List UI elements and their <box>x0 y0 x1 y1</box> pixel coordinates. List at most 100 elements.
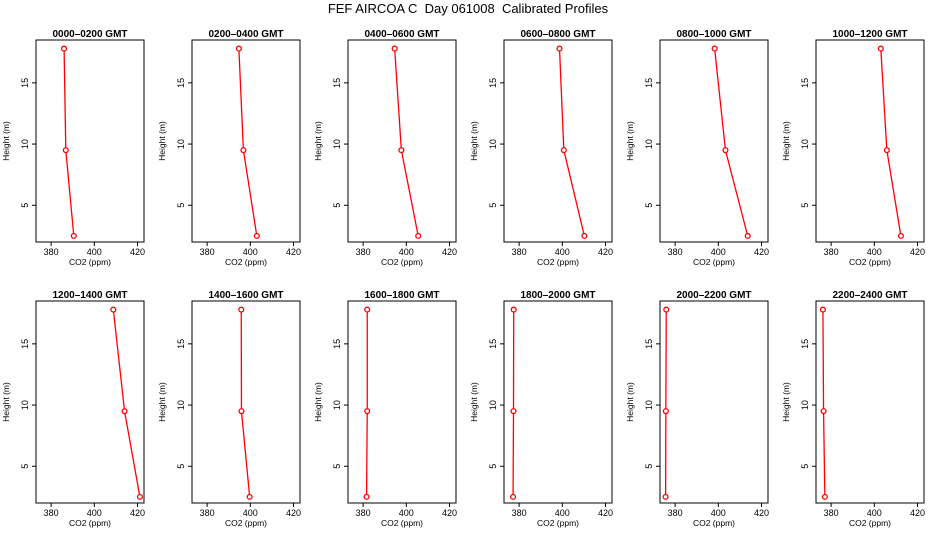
panel-title: 1600–1800 GMT <box>364 290 439 301</box>
x-axis-label: CO2 (ppm) <box>693 518 735 528</box>
y-tick-label: 10 <box>800 400 810 410</box>
y-tick-label: 5 <box>644 203 654 208</box>
profile-panel: 0600–0800 GMT 380 400 420 5 10 15 CO2 (ppm) Heig… <box>469 29 613 267</box>
data-point <box>711 45 718 52</box>
plot-frame <box>659 300 769 504</box>
y-axis-label: Height (m) <box>469 121 479 161</box>
y-tick-label: 15 <box>800 339 810 349</box>
x-tick-label: 400 <box>399 247 414 257</box>
x-axis-label: CO2 (ppm) <box>537 518 579 528</box>
profile-panel: 0000–0200 GMT 380 400 420 5 10 15 CO2 (ppm) Heig… <box>1 29 145 267</box>
y-tick-label: 10 <box>20 139 30 149</box>
y-tick-label: 10 <box>20 400 30 410</box>
y-tick-label: 5 <box>332 203 342 208</box>
x-axis-label: CO2 (ppm) <box>225 257 267 267</box>
data-point <box>238 306 245 313</box>
y-axis-label: Height (m) <box>781 121 791 161</box>
x-axis-label: CO2 (ppm) <box>693 257 735 267</box>
x-tick-label: 420 <box>130 247 145 257</box>
y-tick-label: 5 <box>332 464 342 469</box>
x-axis-label: CO2 (ppm) <box>537 257 579 267</box>
y-axis-label: Height (m) <box>625 121 635 161</box>
panel-title: 1000–1200 GMT <box>832 29 907 40</box>
x-axis-label: CO2 (ppm) <box>381 257 423 267</box>
data-point <box>121 408 128 415</box>
y-axis-label: Height (m) <box>469 382 479 422</box>
data-point <box>819 306 826 313</box>
y-tick-label: 5 <box>488 464 498 469</box>
y-axis-label: Height (m) <box>313 382 323 422</box>
profile-line-segment <box>822 411 826 497</box>
profile-line-segment <box>242 150 258 236</box>
data-point <box>662 493 669 500</box>
y-tick-label: 15 <box>332 339 342 349</box>
data-point <box>136 493 143 500</box>
data-point <box>510 408 517 415</box>
profile-panel: 2000–2200 GMT 380 400 420 5 10 15 CO2 (ppm) Heig… <box>625 290 769 528</box>
y-tick-label: 15 <box>332 78 342 88</box>
data-point <box>510 306 517 313</box>
plot-frame <box>347 39 457 243</box>
data-point <box>415 232 422 239</box>
x-tick-label: 420 <box>910 247 925 257</box>
x-axis-label: CO2 (ppm) <box>69 257 111 267</box>
x-tick-label: 380 <box>356 508 371 518</box>
profile-line-segment <box>724 150 749 237</box>
profile-panel: 1200–1400 GMT 380 400 420 5 10 15 CO2 (ppm) Heig… <box>1 290 145 528</box>
y-tick-label: 15 <box>176 78 186 88</box>
x-tick-label: 380 <box>44 508 59 518</box>
y-tick-label: 5 <box>20 464 30 469</box>
data-point <box>744 232 751 239</box>
y-tick-label: 10 <box>332 400 342 410</box>
plot-frame <box>191 300 301 504</box>
data-point <box>581 232 588 239</box>
profile-line-segment <box>880 48 888 151</box>
data-point <box>70 232 77 239</box>
x-tick-label: 400 <box>711 247 726 257</box>
y-tick-label: 10 <box>332 139 342 149</box>
profile-panel: 0800–1000 GMT 380 400 420 5 10 15 CO2 (ppm) Heig… <box>625 29 769 267</box>
x-tick-label: 400 <box>555 247 570 257</box>
y-tick-label: 15 <box>644 339 654 349</box>
y-tick-label: 10 <box>644 400 654 410</box>
panel-title: 2200–2400 GMT <box>832 290 907 301</box>
profile-line-segment <box>886 150 902 236</box>
y-tick-label: 15 <box>176 339 186 349</box>
x-tick-label: 420 <box>598 247 613 257</box>
x-tick-label: 400 <box>399 508 414 518</box>
x-tick-label: 400 <box>867 247 882 257</box>
x-axis-label: CO2 (ppm) <box>849 257 891 267</box>
y-tick-label: 5 <box>20 203 30 208</box>
profile-line-segment <box>63 48 67 151</box>
plot-frame <box>659 39 769 243</box>
x-tick-label: 380 <box>824 508 839 518</box>
x-tick-label: 420 <box>442 508 457 518</box>
profile-line-segment <box>558 48 565 151</box>
y-tick-label: 15 <box>644 78 654 88</box>
y-tick-label: 15 <box>20 78 30 88</box>
x-tick-label: 400 <box>243 247 258 257</box>
y-axis-label: Height (m) <box>1 382 11 422</box>
x-tick-label: 400 <box>243 508 258 518</box>
profile-line-segment <box>822 309 825 412</box>
x-tick-label: 380 <box>200 247 215 257</box>
data-point <box>391 45 398 52</box>
data-point <box>897 232 904 239</box>
panel-title: 0200–0400 GMT <box>208 29 283 40</box>
x-axis-label: CO2 (ppm) <box>69 518 111 528</box>
data-point <box>240 147 247 154</box>
x-tick-label: 400 <box>87 508 102 518</box>
y-axis-label: Height (m) <box>313 121 323 161</box>
data-point <box>398 147 405 154</box>
x-tick-label: 420 <box>754 247 769 257</box>
x-tick-label: 420 <box>598 508 613 518</box>
x-tick-label: 380 <box>356 247 371 257</box>
x-tick-label: 420 <box>754 508 769 518</box>
data-point <box>883 147 890 154</box>
y-tick-label: 15 <box>488 339 498 349</box>
profile-panel: 1400–1600 GMT 380 400 420 5 10 15 CO2 (ppm) Heig… <box>157 290 301 528</box>
y-tick-label: 15 <box>800 78 810 88</box>
x-tick-label: 400 <box>867 508 882 518</box>
profile-line-segment <box>400 150 419 237</box>
